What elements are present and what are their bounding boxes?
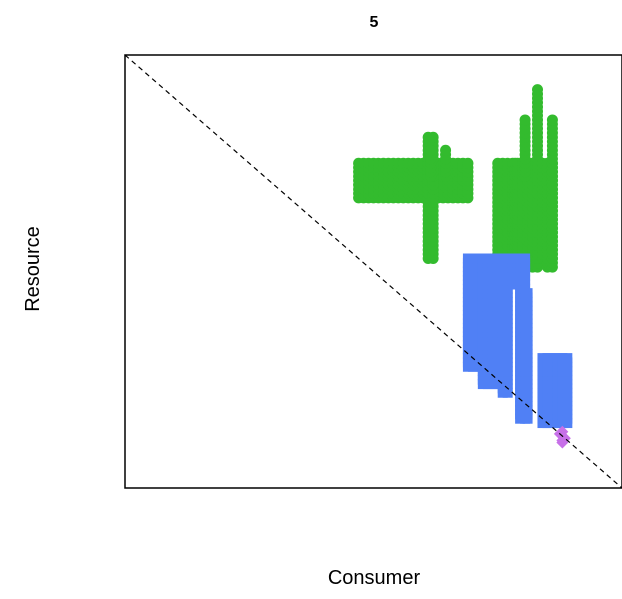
- circle-point: [462, 157, 474, 169]
- circle-point: [440, 144, 452, 156]
- square-point: [562, 353, 573, 364]
- diamond-point: [556, 436, 569, 449]
- circle-point: [425, 144, 437, 156]
- circle-point: [427, 131, 439, 143]
- circle-point: [532, 84, 544, 96]
- square-point: [520, 253, 531, 264]
- circle-point: [519, 114, 531, 126]
- plot-frame: [124, 54, 622, 489]
- circle-point: [546, 114, 558, 126]
- square-point: [522, 288, 533, 299]
- y-axis-label: Resource: [22, 226, 44, 312]
- chart-title: 5: [370, 14, 379, 31]
- data-markers: [353, 84, 573, 449]
- reference-diagonal-line: [124, 54, 622, 489]
- x-axis-label: Consumer: [328, 567, 421, 589]
